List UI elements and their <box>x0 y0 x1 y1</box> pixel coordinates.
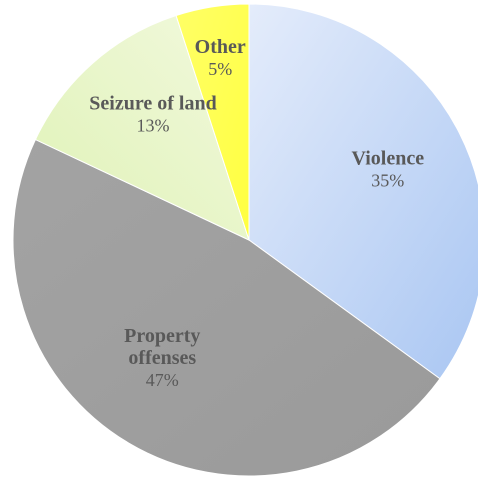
pie-slices <box>12 3 478 477</box>
pie-slice-violence <box>248 3 478 380</box>
slice-percent-seizure-of-land: 13% <box>137 115 170 135</box>
slice-name-violence: Violence <box>352 147 425 169</box>
slice-percent-other: 5% <box>208 59 232 79</box>
pie-slice-other <box>175 3 250 241</box>
slice-name-seizure-of-land: Seizure of land <box>89 92 216 114</box>
slice-percent-violence: 35% <box>371 170 404 190</box>
pie-slice-property-offenses <box>12 138 441 477</box>
slice-name-property-offenses-line-1: Property <box>124 325 200 347</box>
slice-name-property-offenses-line-2: offenses <box>128 347 196 369</box>
slice-name-other: Other <box>195 36 246 58</box>
pie-slice-seizure-of-land <box>34 14 250 241</box>
slice-percent-property-offenses: 47% <box>146 370 179 390</box>
